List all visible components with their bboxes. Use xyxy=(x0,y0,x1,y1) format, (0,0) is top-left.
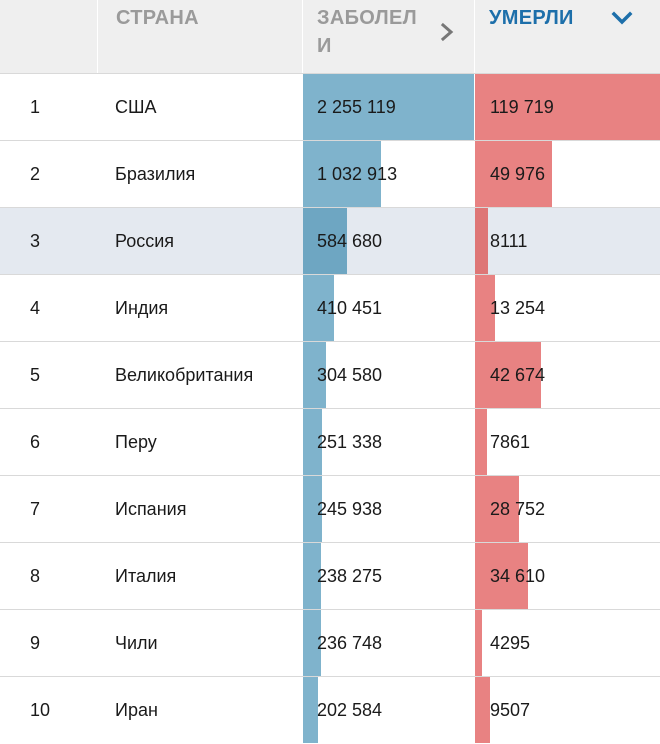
cases-value: 410 451 xyxy=(317,298,383,318)
deaths-bar xyxy=(475,208,488,274)
deaths-bar xyxy=(475,610,482,676)
deaths-bar xyxy=(475,476,519,542)
deaths-column-header[interactable]: УМЕРЛИ xyxy=(474,0,660,73)
table-row[interactable]: 4 Индия 410 451 13 254 xyxy=(0,274,660,341)
deaths-bar xyxy=(475,141,552,207)
country-name: Чили xyxy=(115,633,158,653)
country-name: Россия xyxy=(115,231,175,251)
cases-value: 238 275 xyxy=(317,566,383,586)
cases-value: 251 338 xyxy=(317,432,383,452)
rank-number: 10 xyxy=(30,700,51,720)
deaths-value: 34 610 xyxy=(490,566,546,586)
country-name: Иран xyxy=(115,700,158,720)
cases-bar xyxy=(303,208,347,274)
deaths-value: 9507 xyxy=(490,700,531,720)
deaths-value: 42 674 xyxy=(490,365,546,385)
deaths-bar xyxy=(475,543,528,609)
cases-bar xyxy=(303,543,321,609)
country-name: Индия xyxy=(115,298,169,318)
rank-number: 1 xyxy=(30,97,41,117)
table-row[interactable]: 2 Бразилия 1 032 913 49 976 xyxy=(0,140,660,207)
table-row[interactable]: 10 Иран 202 584 9507 xyxy=(0,676,660,743)
rank-number: 8 xyxy=(30,566,41,586)
cases-bar xyxy=(303,409,322,475)
table-row[interactable]: 9 Чили 236 748 4295 xyxy=(0,609,660,676)
table-row[interactable]: 5 Великобритания 304 580 42 674 xyxy=(0,341,660,408)
chevron-down-icon[interactable] xyxy=(611,10,633,26)
table-row[interactable]: 1 США 2 255 119 119 719 xyxy=(0,73,660,140)
deaths-bar xyxy=(475,275,495,341)
table-row[interactable]: 8 Италия 238 275 34 610 xyxy=(0,542,660,609)
cases-value: 584 680 xyxy=(317,231,383,251)
cases-value: 1 032 913 xyxy=(317,164,398,184)
cases-bar xyxy=(303,476,322,542)
rank-number: 5 xyxy=(30,365,41,385)
table-row[interactable]: 7 Испания 245 938 28 752 xyxy=(0,475,660,542)
deaths-header-label: УМЕРЛИ xyxy=(489,7,574,29)
country-column-header[interactable]: СТРАНА xyxy=(97,0,302,73)
deaths-bar xyxy=(475,342,541,408)
cases-header-label: ЗАБОЛЕЛИ xyxy=(317,7,417,57)
cases-bar xyxy=(303,677,318,743)
deaths-bar xyxy=(475,409,487,475)
country-header-label: СТРАНА xyxy=(116,7,199,29)
country-name: США xyxy=(115,97,157,117)
country-name: Италия xyxy=(115,566,177,586)
deaths-value: 7861 xyxy=(490,432,531,452)
rank-number: 4 xyxy=(30,298,41,318)
cases-column-header[interactable]: ЗАБОЛЕЛИ xyxy=(302,0,474,73)
cases-bar xyxy=(303,342,326,408)
cases-value: 304 580 xyxy=(317,365,383,385)
deaths-value: 13 254 xyxy=(490,298,546,318)
deaths-value: 4295 xyxy=(490,633,531,653)
rank-number: 9 xyxy=(30,633,41,653)
rank-number: 3 xyxy=(30,231,41,251)
deaths-value: 49 976 xyxy=(490,164,546,184)
country-name: Испания xyxy=(115,499,187,519)
cases-bar xyxy=(303,141,381,207)
country-name: Великобритания xyxy=(115,365,254,385)
table-body: 1 США 2 255 119 119 719 2 Бразилия 1 032 913 49… xyxy=(0,73,660,743)
deaths-bar xyxy=(475,74,660,140)
table-row[interactable]: 6 Перу 251 338 7861 xyxy=(0,408,660,475)
cases-value: 2 255 119 xyxy=(317,97,396,117)
table-header: СТРАНА ЗАБОЛЕЛИ УМЕРЛИ xyxy=(0,0,660,73)
cases-value: 245 938 xyxy=(317,499,383,519)
country-name: Бразилия xyxy=(115,164,196,184)
country-name: Перу xyxy=(115,432,157,452)
rank-number: 6 xyxy=(30,432,41,452)
cases-bar xyxy=(303,610,321,676)
cases-value: 236 748 xyxy=(317,633,383,653)
cases-value: 202 584 xyxy=(317,700,383,720)
cases-bar xyxy=(303,74,474,140)
deaths-value: 8111 xyxy=(490,231,528,251)
deaths-value: 28 752 xyxy=(490,499,546,519)
chevron-right-icon[interactable] xyxy=(439,22,455,42)
rank-number: 2 xyxy=(30,164,41,184)
deaths-value: 119 719 xyxy=(490,97,554,117)
table-row[interactable]: 3 Россия 584 680 8111 xyxy=(0,207,660,274)
rank-column-header xyxy=(0,0,97,73)
cases-bar xyxy=(303,275,334,341)
deaths-bar xyxy=(475,677,490,743)
rank-number: 7 xyxy=(30,499,41,519)
